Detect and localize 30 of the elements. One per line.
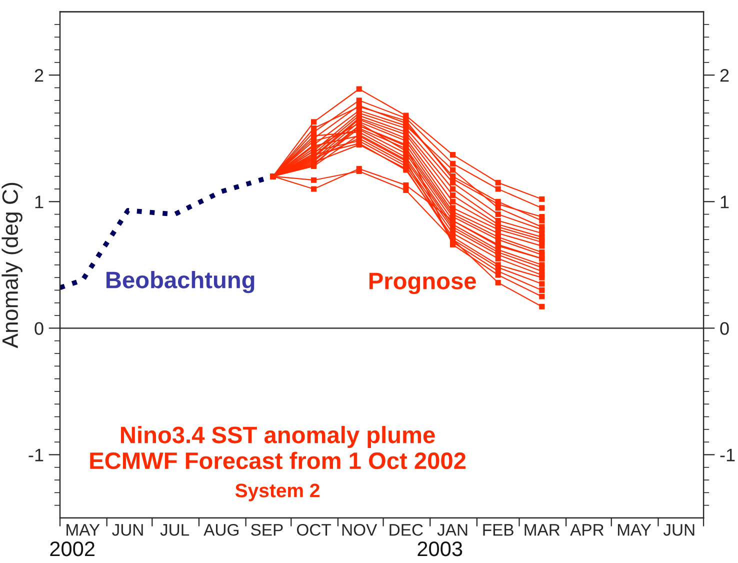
y2-tick-label: -1 [720,448,735,462]
x-tick-label: AUG [204,524,238,536]
x-tick-label: JUN [663,524,694,536]
text: 2002 [50,541,94,556]
text: 2003 [418,541,462,556]
x-tick-label: JUN [112,524,143,536]
y2-tick-label: 0 [720,322,729,335]
annotation: ECMWF Forecast from 1 Oct 2002 [90,452,466,470]
y2-tick-label: 2 [720,69,729,82]
annotation: Beobachtung [106,271,254,294]
y-axis-title: Anomaly (deg C) [2,182,22,348]
x-tick-label: FEB [483,524,514,536]
y2-tick-label: 1 [720,196,729,208]
annotation: Nino3.4 SST anomaly plume [121,426,435,448]
x-tick-label: SEP [251,524,283,536]
x-tick-label: MAY [618,524,652,536]
x-tick-label: MAR [524,524,560,536]
y-tick-label: 2 [34,69,44,82]
y-tick-label: -1 [28,448,44,462]
x-tick-label: JUL [160,524,190,536]
x-tick-label: JAN [437,524,468,536]
x-tick-label: MAY [66,524,100,536]
y-tick-label: 0 [34,322,44,335]
x-tick-label: APR [570,524,604,536]
annotation: Prognose [369,272,476,294]
x-tick-label: NOV [342,524,378,536]
x-tick-label: DEC [390,524,423,536]
annotation: System 2 [235,484,320,502]
x-tick-label: OCT [296,524,331,536]
y-tick-label: 1 [35,196,44,208]
